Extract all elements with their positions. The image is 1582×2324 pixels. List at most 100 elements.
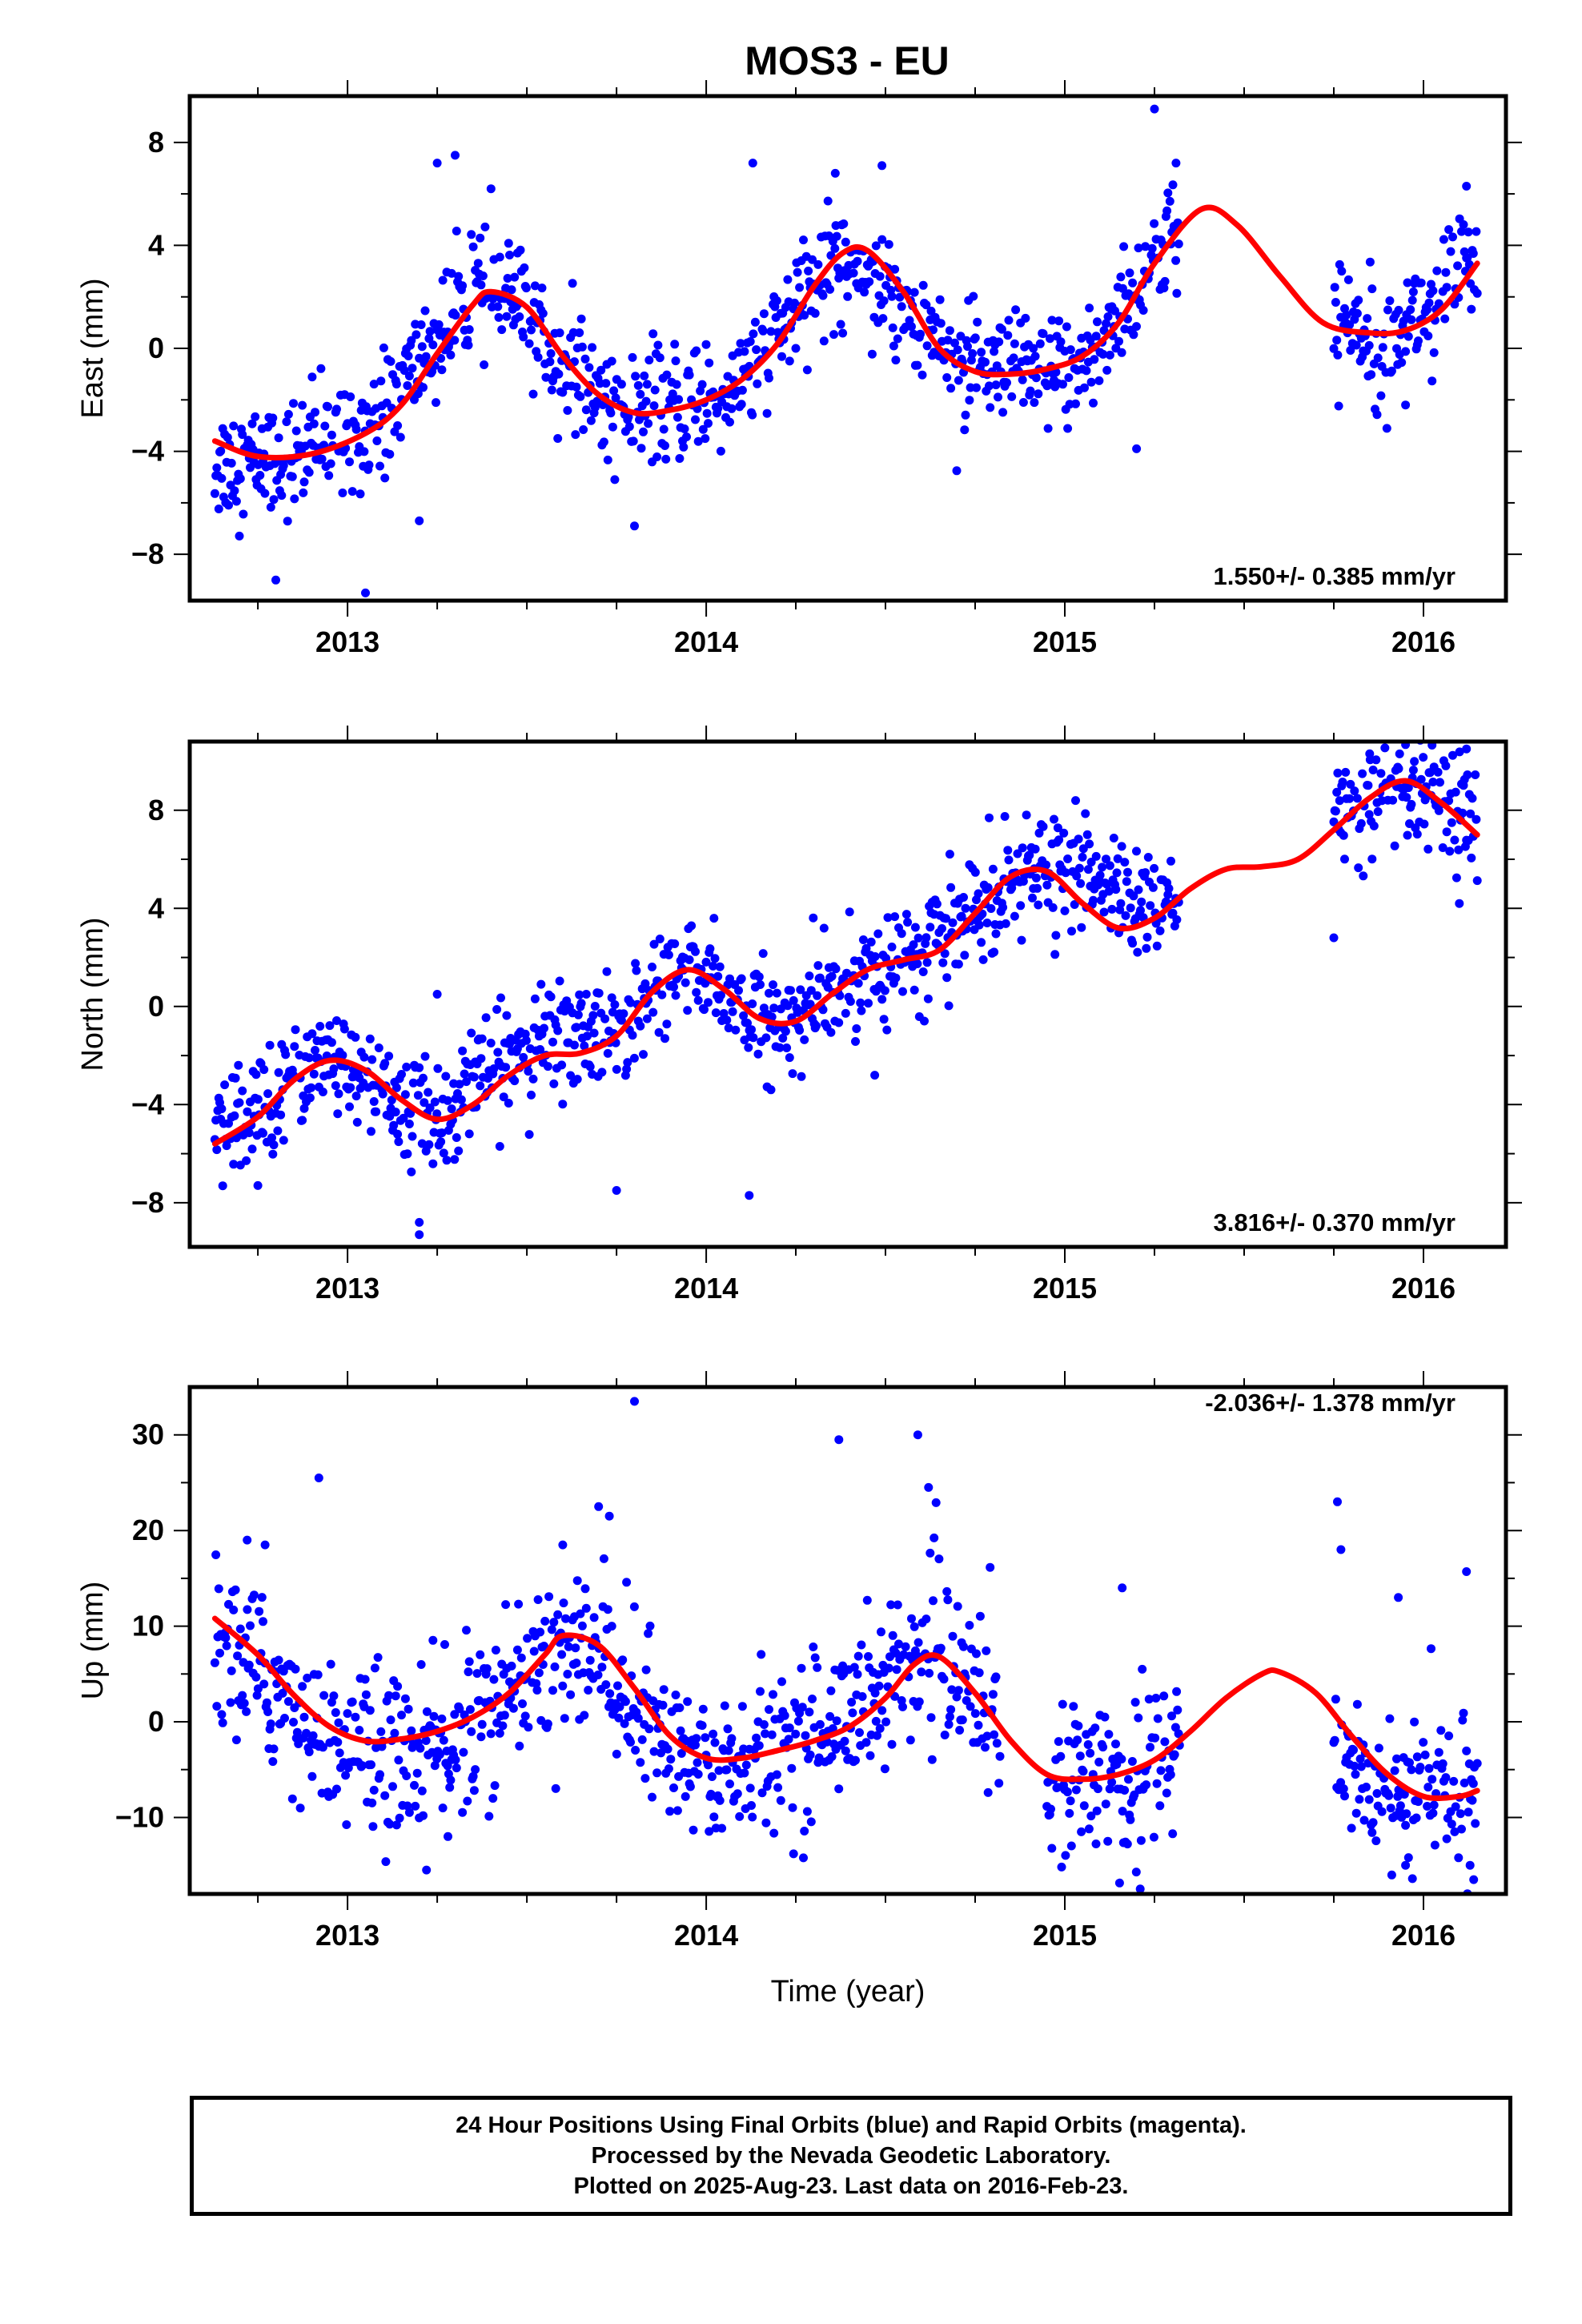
data-point	[1435, 778, 1444, 787]
data-point	[985, 813, 994, 822]
data-point	[687, 921, 697, 931]
data-point	[516, 245, 525, 255]
data-point	[1424, 298, 1434, 308]
data-point	[1339, 1784, 1348, 1794]
data-point	[1114, 336, 1123, 346]
data-point	[1030, 352, 1040, 361]
data-point	[589, 1028, 599, 1038]
data-point	[369, 1785, 379, 1795]
data-point	[278, 1688, 287, 1698]
data-point	[1104, 1730, 1114, 1739]
y-tick-label: −10	[115, 1801, 164, 1834]
data-point	[325, 1021, 335, 1031]
data-point	[235, 474, 245, 484]
data-point	[437, 1128, 447, 1138]
data-point	[1448, 232, 1457, 242]
data-point	[758, 949, 768, 959]
x-tick-label: 2014	[674, 1272, 738, 1305]
data-point	[1428, 778, 1438, 786]
data-point	[631, 372, 640, 381]
data-point	[901, 910, 911, 919]
data-point	[1031, 873, 1041, 883]
data-point	[1471, 1819, 1480, 1828]
outlier-point	[361, 588, 370, 597]
data-point	[701, 340, 711, 349]
data-point	[1034, 828, 1044, 838]
data-point	[1427, 376, 1437, 386]
data-point	[486, 1729, 496, 1739]
data-point	[644, 356, 654, 365]
data-point	[922, 341, 932, 351]
data-point	[1368, 1818, 1378, 1827]
data-point	[329, 1691, 339, 1701]
data-point	[1102, 365, 1112, 375]
data-point	[994, 392, 1002, 402]
data-point	[238, 1086, 247, 1096]
data-point	[785, 1723, 794, 1733]
data-point	[832, 1716, 841, 1726]
data-point	[829, 330, 838, 340]
data-point	[958, 1715, 967, 1725]
data-point	[408, 1078, 418, 1088]
data-point	[307, 1029, 317, 1039]
data-point	[1412, 830, 1422, 839]
data-point	[1351, 340, 1361, 350]
data-point	[1043, 424, 1053, 433]
data-point	[815, 1719, 825, 1729]
data-point	[800, 1035, 809, 1044]
data-point	[664, 950, 673, 959]
data-point	[428, 340, 438, 350]
data-point	[1455, 747, 1464, 757]
data-point	[1408, 287, 1418, 296]
data-point	[1130, 1698, 1140, 1707]
data-point	[391, 1108, 400, 1117]
y-tick-label: 0	[148, 332, 164, 364]
data-point	[313, 1670, 323, 1679]
data-point	[455, 1704, 464, 1714]
data-point	[839, 219, 849, 228]
data-point	[834, 1018, 844, 1027]
data-point	[601, 379, 611, 388]
data-point	[1155, 1801, 1165, 1811]
data-point	[268, 413, 278, 423]
data-point	[636, 1021, 645, 1031]
data-point	[351, 1092, 361, 1101]
data-point	[1335, 796, 1344, 806]
data-point	[1105, 350, 1114, 360]
data-point	[1038, 822, 1048, 831]
plot-frame	[187, 1385, 1508, 1896]
data-point	[1100, 1712, 1110, 1722]
data-point	[548, 1686, 557, 1695]
data-point	[932, 899, 942, 909]
data-point	[1407, 1765, 1416, 1775]
data-point	[1450, 835, 1460, 845]
data-point	[674, 395, 684, 404]
data-point	[1056, 1751, 1066, 1761]
data-point	[394, 1755, 404, 1765]
data-point	[799, 1853, 808, 1863]
data-point	[927, 1755, 937, 1764]
data-point	[806, 986, 816, 995]
data-point	[952, 1692, 962, 1702]
data-point	[909, 287, 919, 297]
data-point	[536, 1045, 545, 1054]
data-point	[1135, 1884, 1145, 1894]
data-point	[641, 1665, 651, 1675]
data-point	[982, 1646, 991, 1655]
data-point	[404, 1807, 414, 1817]
plot-area	[210, 1397, 1482, 1894]
data-point	[1134, 243, 1143, 253]
data-point	[287, 472, 297, 481]
data-point	[907, 1614, 916, 1623]
data-point	[1046, 334, 1054, 344]
data-point	[1117, 348, 1126, 357]
data-point	[224, 501, 233, 510]
data-point	[234, 1060, 243, 1070]
data-point	[914, 1697, 924, 1707]
data-point	[1369, 821, 1379, 830]
x-tick-label: 2015	[1033, 625, 1097, 658]
outlier-point	[1132, 444, 1142, 453]
data-point	[1122, 877, 1131, 887]
data-point	[673, 1806, 682, 1815]
data-point	[536, 979, 546, 989]
